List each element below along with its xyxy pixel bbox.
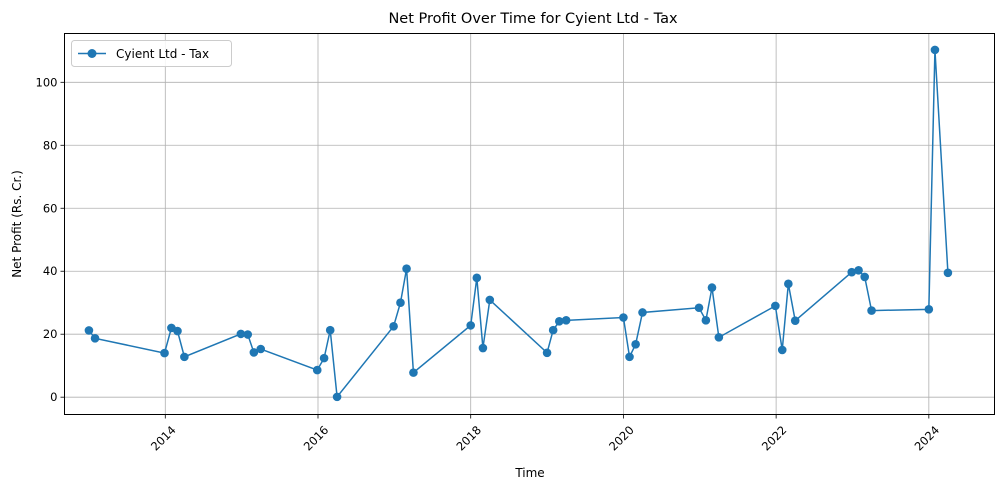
y-tick-label: 60: [43, 201, 58, 215]
x-tick-label: 2014: [148, 423, 179, 454]
x-tick-label: 2020: [606, 423, 637, 454]
plot-layer: [84, 45, 953, 402]
chart-title: Net Profit Over Time for Cyient Ltd - Ta…: [388, 11, 678, 27]
data-point: [332, 392, 342, 402]
y-axis-label: Net Profit (Rs. Cr.): [10, 170, 24, 278]
data-point: [236, 329, 246, 339]
data-point: [485, 295, 495, 305]
x-tick-label: 2018: [453, 423, 484, 454]
legend: Cyient Ltd - Tax: [71, 40, 232, 67]
data-point: [701, 316, 711, 325]
y-axis: 0 20 40 60 80 100: [36, 75, 65, 404]
data-point: [256, 344, 266, 354]
data-point: [173, 326, 182, 336]
plot-frame: [64, 33, 995, 415]
y-tick-label: 80: [43, 138, 58, 152]
x-tick-label: 2016: [301, 423, 332, 454]
data-point: [249, 348, 259, 357]
data-point: [472, 273, 482, 283]
data-point: [84, 326, 94, 335]
data-point: [542, 348, 552, 358]
data-point: [694, 303, 704, 313]
data-point: [402, 264, 411, 274]
y-tick-label: 100: [36, 75, 58, 89]
data-point: [548, 325, 558, 335]
x-tick-label: 2022: [759, 423, 790, 454]
x-axis-label: Time: [514, 466, 544, 480]
data-point: [631, 339, 640, 349]
data-point: [90, 334, 100, 343]
data-point: [160, 348, 169, 358]
data-point: [561, 316, 571, 325]
data-point: [180, 352, 189, 362]
data-point: [847, 267, 857, 277]
grid-layer: [64, 33, 995, 415]
data-point: [319, 353, 329, 363]
y-tick-label: 40: [43, 264, 58, 278]
data-point: [243, 330, 253, 339]
x-axis: 2014 2016 2018 2020 2022 2024: [148, 414, 943, 454]
data-point: [854, 265, 863, 275]
data-point: [943, 268, 953, 278]
legend-dot-marker: [87, 49, 97, 58]
data-point: [312, 365, 322, 375]
x-tick-label: 2024: [912, 423, 943, 454]
data-point: [409, 368, 418, 377]
data-point: [771, 301, 780, 311]
data-point: [790, 316, 800, 325]
data-point: [867, 306, 876, 315]
data-point: [784, 279, 793, 289]
data-point: [930, 45, 940, 55]
series-line: [88, 49, 949, 399]
data-point: [625, 352, 634, 362]
data-point: [638, 308, 647, 317]
data-point: [325, 325, 335, 335]
data-point: [714, 333, 724, 342]
data-point: [478, 343, 488, 353]
data-point: [396, 298, 405, 308]
data-point: [619, 313, 628, 322]
data-point: [777, 345, 787, 355]
legend-box: [71, 40, 232, 67]
data-point: [466, 321, 476, 330]
y-tick-label: 20: [43, 327, 58, 341]
data-point: [389, 322, 398, 331]
y-tick-label: 0: [50, 390, 57, 404]
legend-label: Cyient Ltd - Tax: [116, 47, 209, 61]
data-point: [860, 272, 869, 282]
data-point: [707, 283, 717, 292]
data-point: [924, 305, 934, 314]
data-point: [554, 316, 564, 326]
